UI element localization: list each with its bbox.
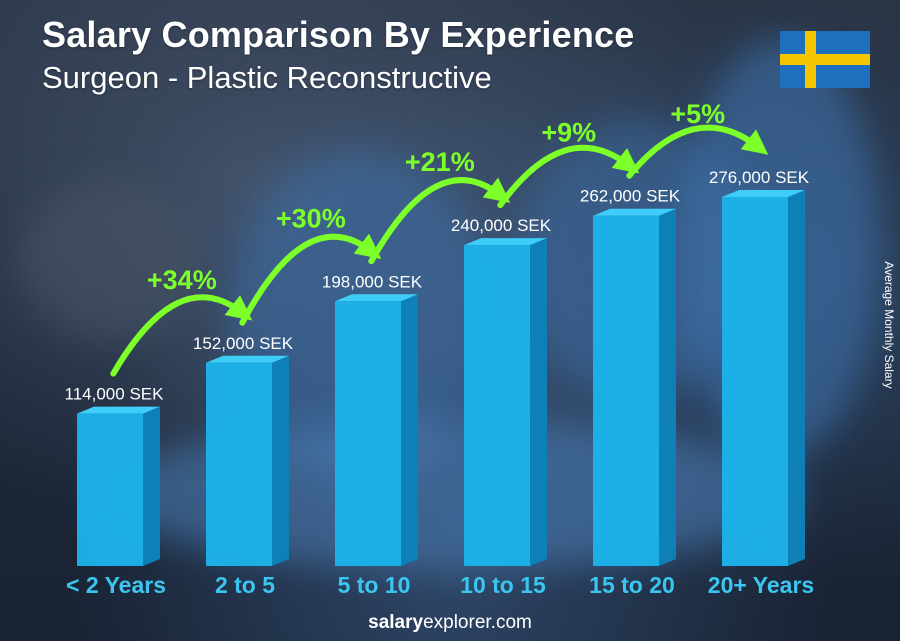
bar [722, 197, 788, 566]
sweden-flag-icon [780, 31, 870, 88]
growth-percentage-label: +34% [147, 265, 217, 295]
bar-side-face [530, 238, 547, 566]
background-shape [20, 180, 200, 340]
bar-top-face [593, 208, 676, 216]
bar-top-face [464, 238, 547, 246]
brand-name-regular: explorer.com [423, 612, 532, 633]
bar [77, 413, 143, 566]
bar-top-face [77, 406, 160, 414]
category-tick-label: 10 to 15 [460, 572, 546, 598]
chart-subtitle: Surgeon - Plastic Reconstructive [42, 60, 492, 95]
bar-side-face [659, 208, 676, 566]
bar-side-face [272, 355, 289, 566]
bar-value-label: 198,000 SEK [322, 272, 423, 291]
growth-arrow [110, 294, 253, 377]
chart-title: Salary Comparison By Experience [42, 14, 635, 55]
bar [206, 362, 272, 566]
growth-percentage-label: +5% [670, 99, 725, 129]
category-tick-label: 20+ Years [708, 572, 814, 598]
bar [464, 245, 530, 566]
category-tick-label: 5 to 10 [338, 572, 411, 598]
bar [593, 215, 659, 566]
bar-side-face [143, 406, 160, 566]
brand-name-bold: salary [368, 612, 424, 633]
growth-arrow [497, 144, 640, 209]
bar-top-face [335, 294, 418, 302]
bar-value-label: 262,000 SEK [580, 187, 681, 206]
growth-percentage-label: +30% [276, 203, 346, 233]
category-tick-label: 2 to 5 [215, 572, 275, 598]
bar-side-face [401, 294, 418, 566]
bar-value-label: 114,000 SEK [65, 385, 165, 404]
growth-percentage-label: +9% [541, 118, 596, 148]
bar-top-face [722, 190, 805, 197]
growth-arrow [626, 124, 769, 179]
growth-percentage-label: +21% [405, 147, 475, 177]
bar-value-label: 152,000 SEK [193, 334, 294, 353]
footer-brand[interactable]: salaryexplorer.com [0, 612, 900, 634]
category-tick-label: 15 to 20 [589, 572, 675, 598]
bar-value-label: 276,000 SEK [709, 168, 810, 187]
bar-value-label: 240,000 SEK [451, 216, 552, 235]
bar [335, 301, 401, 566]
category-tick-label: < 2 Years [66, 572, 166, 598]
bar-top-face [206, 355, 289, 363]
bar-side-face [788, 190, 805, 566]
growth-arrow [368, 177, 511, 265]
growth-arrow [239, 233, 382, 326]
